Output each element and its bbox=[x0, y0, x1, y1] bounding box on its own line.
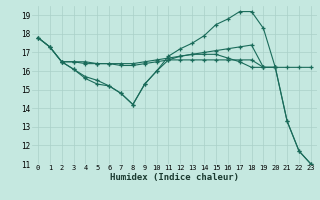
X-axis label: Humidex (Indice chaleur): Humidex (Indice chaleur) bbox=[110, 173, 239, 182]
